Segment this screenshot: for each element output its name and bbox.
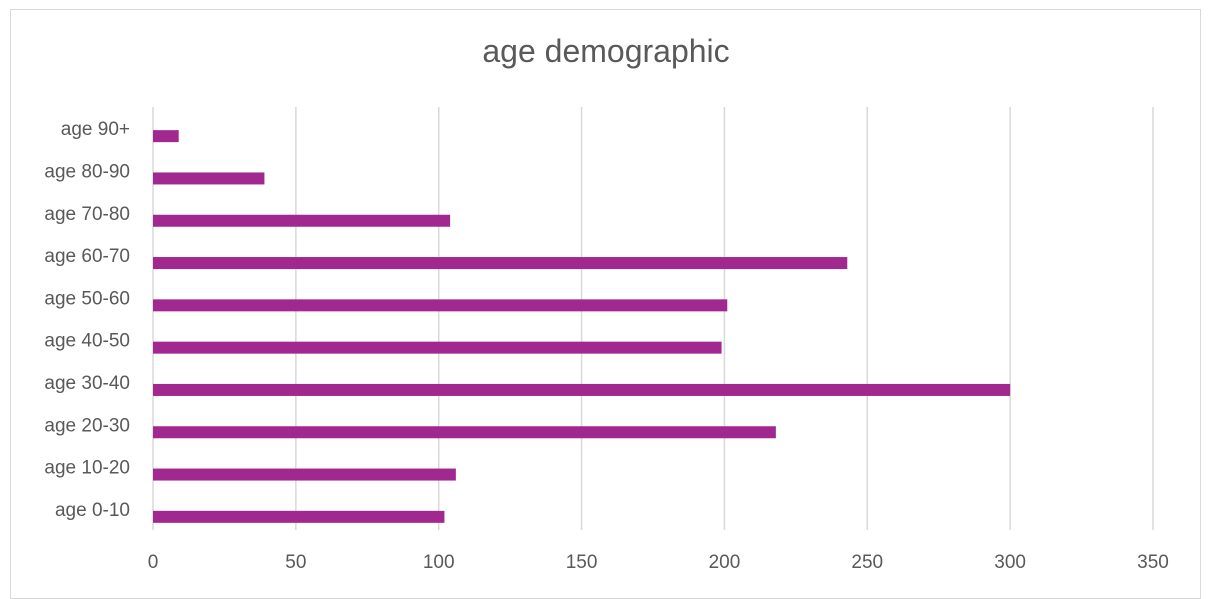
x-tick-label: 100 bbox=[423, 552, 455, 573]
y-category-label: age 20-30 bbox=[44, 415, 130, 436]
x-tick-label: 300 bbox=[994, 552, 1026, 573]
y-category-label: age 60-70 bbox=[44, 246, 130, 267]
bar bbox=[153, 299, 728, 312]
bar bbox=[153, 468, 456, 481]
bar bbox=[153, 510, 445, 523]
x-tick-label: 50 bbox=[285, 552, 306, 573]
value-axis-labels: 0 50 100 150 200 250 300 350 bbox=[148, 552, 1169, 573]
y-category-label: age 90+ bbox=[61, 119, 130, 140]
y-category-label: age 40-50 bbox=[44, 331, 130, 352]
category-axis-labels: age 0-10 age 10-20 age 20-30 age 30-40 age 4… bbox=[44, 119, 130, 521]
y-category-label: age 80-90 bbox=[44, 161, 130, 182]
y-category-label: age 30-40 bbox=[44, 373, 130, 394]
x-tick-label: 350 bbox=[1137, 552, 1169, 573]
bar bbox=[153, 172, 265, 185]
y-category-label: age 0-10 bbox=[55, 500, 130, 521]
y-category-label: age 10-20 bbox=[44, 458, 130, 479]
x-tick-label: 250 bbox=[851, 552, 883, 573]
bar bbox=[153, 214, 451, 227]
bar bbox=[153, 257, 848, 270]
y-category-label: age 70-80 bbox=[44, 204, 130, 225]
x-tick-label: 150 bbox=[566, 552, 598, 573]
bar bbox=[153, 341, 722, 354]
bar bbox=[153, 426, 776, 439]
y-category-label: age 50-60 bbox=[44, 288, 130, 309]
bar bbox=[153, 130, 179, 143]
gridlines bbox=[152, 107, 1154, 530]
x-tick-label: 200 bbox=[709, 552, 741, 573]
x-tick-label: 0 bbox=[148, 552, 159, 573]
bars bbox=[153, 130, 1011, 523]
bar bbox=[153, 383, 1011, 396]
chart-title: age demographic bbox=[482, 33, 729, 69]
